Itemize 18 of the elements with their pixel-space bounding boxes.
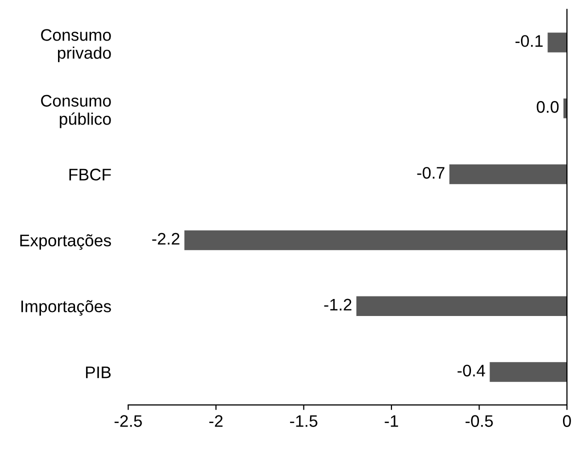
y-tick-label: Importações xyxy=(21,300,111,316)
x-tick-label: -0.5 xyxy=(466,415,493,427)
data-label: -0.7 xyxy=(417,166,444,179)
x-tick-label: -1.5 xyxy=(290,415,318,427)
data-label: -1.2 xyxy=(324,298,352,310)
data-label: -2.2 xyxy=(152,232,180,245)
y-tick-label: Consumo privado xyxy=(41,29,111,62)
x-tick-label: -2 xyxy=(209,415,223,427)
data-label: -0.4 xyxy=(458,364,486,377)
data-label: 0.0 xyxy=(536,101,559,113)
y-tick-label: Exportações xyxy=(20,234,111,250)
y-tick-label: FBCF xyxy=(69,168,111,180)
x-tick-label: -1 xyxy=(384,415,398,427)
data-label: -0.1 xyxy=(516,35,543,47)
x-tick-label: -2.5 xyxy=(114,415,142,427)
y-tick-label: PIB xyxy=(86,366,111,378)
x-tick-label: 0 xyxy=(562,415,571,427)
y-tick-label: Consumo público xyxy=(41,94,111,128)
